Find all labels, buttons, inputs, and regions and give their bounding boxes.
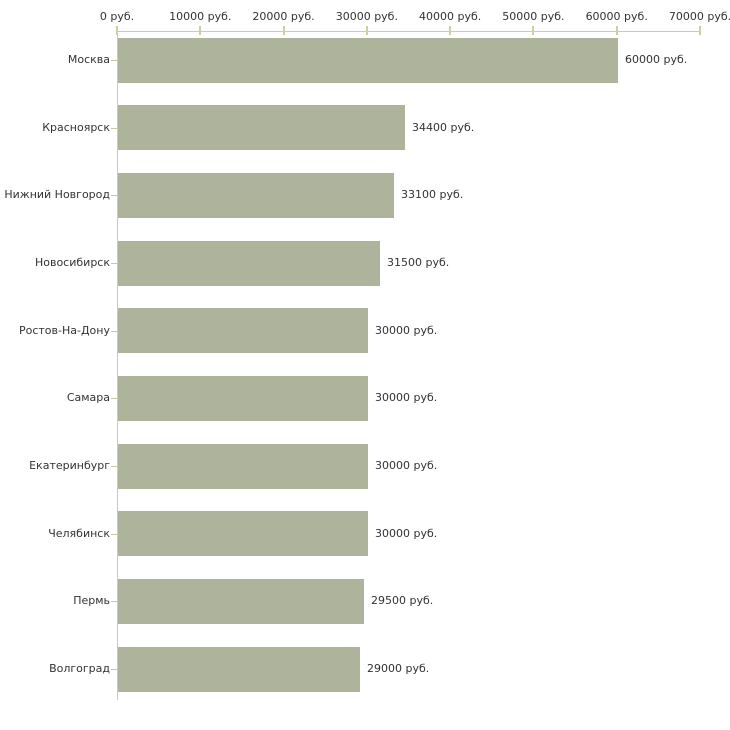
category-label: Волгоград — [49, 662, 110, 675]
category-tick — [111, 263, 117, 264]
x-axis-tick-label: 40000 руб. — [419, 10, 482, 23]
category-tick — [111, 601, 117, 602]
x-axis-tick-label: 0 руб. — [99, 10, 135, 23]
value-label: 31500 руб. — [387, 256, 450, 269]
category-tick — [111, 331, 117, 332]
x-axis-tick-label: 50000 руб. — [502, 10, 565, 23]
category-tick — [111, 398, 117, 399]
bar — [118, 38, 618, 83]
category-tick — [111, 195, 117, 196]
x-axis-tick — [282, 26, 285, 35]
value-label: 60000 руб. — [625, 53, 688, 66]
bar — [118, 105, 405, 150]
value-label: 30000 руб. — [375, 324, 438, 337]
x-axis-line — [117, 31, 701, 32]
value-label: 30000 руб. — [375, 459, 438, 472]
x-axis-tick-label: 60000 руб. — [585, 10, 648, 23]
value-label: 29500 руб. — [371, 594, 434, 607]
category-tick — [111, 669, 117, 670]
category-tick — [111, 534, 117, 535]
x-axis-tick — [699, 26, 701, 35]
bar — [118, 376, 368, 421]
value-label: 34400 руб. — [412, 121, 475, 134]
x-axis-tick-label: 10000 руб. — [169, 10, 232, 23]
x-axis-tick — [199, 26, 202, 35]
value-label: 33100 руб. — [401, 188, 464, 201]
category-tick — [111, 60, 117, 61]
category-label: Новосибирск — [34, 256, 110, 269]
value-label: 29000 руб. — [367, 662, 430, 675]
category-label: Челябинск — [48, 527, 110, 540]
x-axis-tick-label: 30000 руб. — [335, 10, 398, 23]
bar — [118, 444, 368, 489]
x-axis-tick — [449, 26, 452, 35]
category-label: Самара — [66, 391, 110, 404]
value-label: 30000 руб. — [375, 527, 438, 540]
x-axis-tick-label: 70000 руб. — [668, 10, 730, 23]
x-axis-tick-label: 20000 руб. — [252, 10, 315, 23]
x-axis-tick — [615, 26, 618, 35]
category-tick — [111, 466, 117, 467]
bar — [118, 173, 394, 218]
x-axis-tick — [365, 26, 368, 35]
x-axis-tick — [116, 26, 118, 35]
y-axis-line — [117, 31, 118, 700]
category-label: Екатеринбург — [29, 459, 110, 472]
category-label: Ростов-На-Дону — [18, 324, 110, 337]
bar — [118, 647, 360, 692]
category-label: Красноярск — [42, 121, 110, 134]
category-label: Москва — [67, 53, 110, 66]
category-tick — [111, 128, 117, 129]
x-axis-tick — [532, 26, 535, 35]
value-label: 30000 руб. — [375, 391, 438, 404]
bar — [118, 308, 368, 353]
category-label: Пермь — [73, 594, 110, 607]
bar — [118, 511, 368, 556]
category-label: Нижний Новгород — [4, 188, 110, 201]
bar — [118, 241, 380, 286]
bar — [118, 579, 364, 624]
